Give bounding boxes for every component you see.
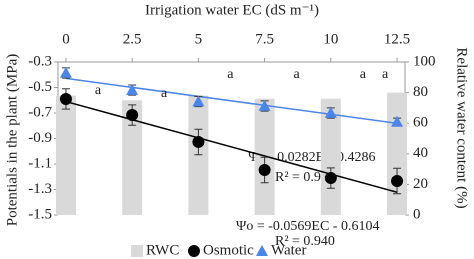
legend-swatch: [188, 245, 200, 257]
y2-tick-label: 60: [413, 115, 428, 131]
x-axis-title: Irrigation water EC (dS m⁻¹): [145, 2, 319, 18]
significance-label: a: [161, 86, 168, 101]
y2-axis-title: Relative water content (%): [454, 47, 470, 208]
circle-point: [59, 92, 72, 105]
y-tick-label: -1.3: [28, 181, 52, 197]
x-tick-label: 10: [323, 31, 338, 47]
triangle-point: [391, 115, 404, 127]
triangle-point: [126, 84, 139, 95]
significance-label: a: [294, 67, 301, 82]
y2-tick-label: 0: [413, 206, 421, 222]
x-tick-label: 2.5: [123, 31, 142, 47]
y2-tick-label: 80: [413, 84, 428, 100]
x-tick-label: 0: [62, 31, 70, 47]
y2-tick-label: 100: [413, 53, 436, 69]
trendline: [65, 77, 398, 125]
bar: [122, 100, 143, 215]
y-tick-label: -0.5: [28, 79, 52, 95]
y-tick-label: -0.9: [28, 130, 52, 146]
bar: [55, 95, 76, 215]
triangle-point: [258, 99, 271, 111]
triangle-point: [324, 107, 337, 118]
y-axis-title: Potentials in the plant (MPa): [4, 54, 20, 226]
x-tick-label: 12.5: [384, 31, 410, 47]
significance-label: a: [227, 67, 234, 82]
legend-label: RWC: [146, 242, 179, 258]
annotation: Ψo = -0.0569EC - 0.6104: [236, 219, 379, 234]
circle-point: [324, 172, 337, 185]
x-tick-label: 5: [195, 31, 203, 47]
y-tick-label: -1.5: [28, 206, 52, 222]
trendline: [65, 100, 398, 193]
y2-tick-label: 20: [413, 176, 428, 192]
bar: [387, 92, 408, 215]
significance-label: a: [95, 83, 102, 98]
circle-point: [258, 163, 271, 176]
annotation: R² = 0.939: [275, 170, 335, 185]
y-tick-label: -0.3: [28, 53, 52, 69]
legend-label: Water: [271, 242, 306, 258]
significance-label: a: [382, 67, 389, 82]
legend-swatch: [131, 245, 143, 257]
circle-point: [391, 174, 404, 187]
circle-point: [192, 135, 205, 148]
significance-label: a: [360, 67, 367, 82]
triangle-point: [192, 95, 205, 107]
bar: [320, 98, 341, 215]
legend-swatch: [256, 245, 268, 256]
bar: [188, 95, 209, 215]
annotation: R² = 0.940: [275, 234, 335, 249]
triangle-point: [59, 66, 72, 78]
legend-label: Osmotic: [203, 242, 254, 258]
y2-tick-label: 40: [413, 145, 428, 161]
x-tick-label: 7.5: [255, 31, 274, 47]
annotation: Ψt = 0.0282EC 0.4286: [248, 150, 376, 165]
y-tick-label: -0.7: [28, 104, 52, 120]
circle-point: [126, 109, 139, 122]
y-tick-label: -1.1: [28, 155, 52, 171]
